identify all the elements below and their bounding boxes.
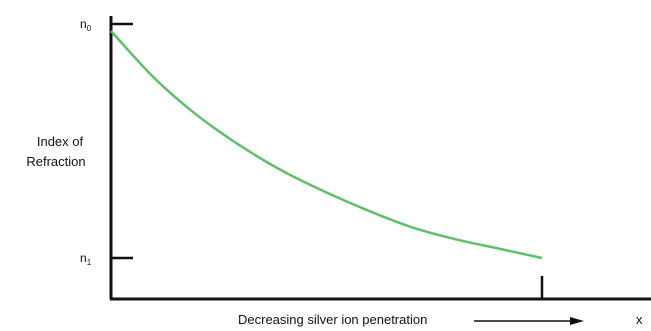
y-tick-label-n0: n0 xyxy=(80,17,92,33)
y-axis-label-line-2: Refraction xyxy=(26,154,85,169)
series-line-index-of-refraction xyxy=(110,30,543,260)
x-axis-arrow-head xyxy=(570,317,584,325)
x-axis-label: Decreasing silver ion penetration xyxy=(238,312,427,327)
x-axis-end-label: x xyxy=(636,312,643,327)
y-axis-label-line-1: Index of xyxy=(37,134,84,149)
y-tick-label-n1: n1 xyxy=(80,251,92,267)
